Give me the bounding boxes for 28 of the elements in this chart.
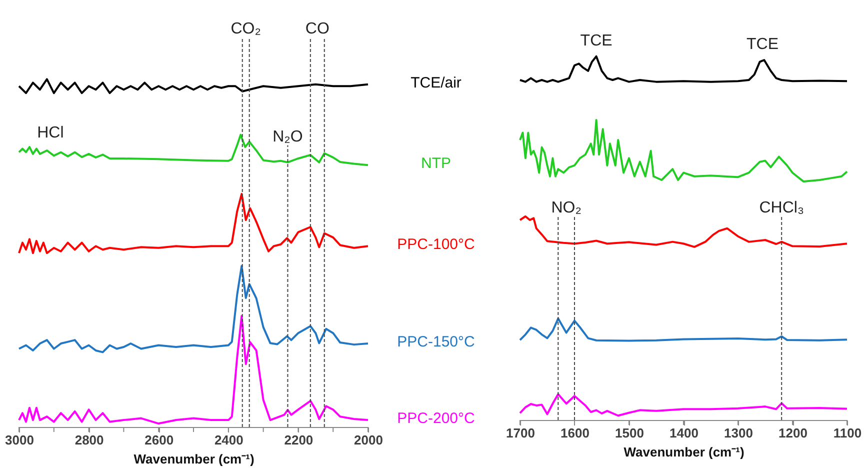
- x-axis-title: Wavenumber (cm⁻¹): [624, 444, 744, 460]
- x-tick-label: 1200: [778, 426, 808, 440]
- ref-line-label: CO: [305, 20, 330, 38]
- x-tick-label: 1700: [506, 426, 535, 440]
- x-tick-label: 2800: [74, 432, 104, 448]
- series-label: PPC-200°C: [397, 410, 476, 428]
- x-tick-label: 1100: [833, 426, 862, 440]
- x-axis-title: Wavenumber (cm⁻¹): [134, 452, 254, 466]
- x-tick-label: 1400: [670, 426, 698, 440]
- ref-line-label: NO₂: [551, 199, 582, 216]
- x-tick-label: 2000: [354, 432, 383, 448]
- annotation: TCE: [746, 36, 779, 53]
- series-label: PPC-150°C: [397, 334, 476, 351]
- annotation: TCE: [580, 32, 612, 50]
- x-tick-label: 2200: [284, 432, 314, 448]
- x-tick-label: 1600: [560, 426, 590, 440]
- ref-line-label: CHCl₃: [759, 199, 804, 216]
- text: TCE/air: [410, 74, 462, 92]
- x-tick-label: 2400: [214, 432, 244, 448]
- x-tick-label: 1500: [615, 426, 644, 440]
- text: NTP: [421, 155, 451, 172]
- x-tick-label: 3000: [5, 432, 34, 448]
- annotation: HCl: [37, 124, 64, 142]
- ref-line-label: CO₂: [230, 20, 261, 38]
- x-tick-label: 1300: [724, 426, 753, 440]
- x-tick-label: 2600: [144, 432, 174, 448]
- series-label: PPC-100°C: [397, 236, 476, 254]
- ref-line-label: N₂O: [272, 128, 303, 146]
